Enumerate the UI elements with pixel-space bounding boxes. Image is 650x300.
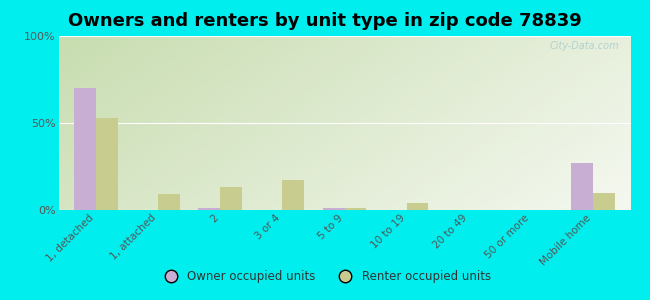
Bar <box>344 208 366 210</box>
Text: Owners and renters by unit type in zip code 78839: Owners and renters by unit type in zip c… <box>68 12 582 30</box>
Legend: Owner occupied units, Renter occupied units: Owner occupied units, Renter occupied un… <box>154 266 496 288</box>
Bar <box>158 194 180 210</box>
Bar <box>282 180 304 210</box>
Bar <box>220 188 242 210</box>
Bar <box>593 193 615 210</box>
Bar <box>96 118 118 210</box>
Bar <box>198 208 220 210</box>
Bar <box>571 163 593 210</box>
Bar <box>407 203 428 210</box>
Bar <box>74 88 96 210</box>
Text: City-Data.com: City-Data.com <box>549 41 619 51</box>
Bar <box>323 208 345 210</box>
